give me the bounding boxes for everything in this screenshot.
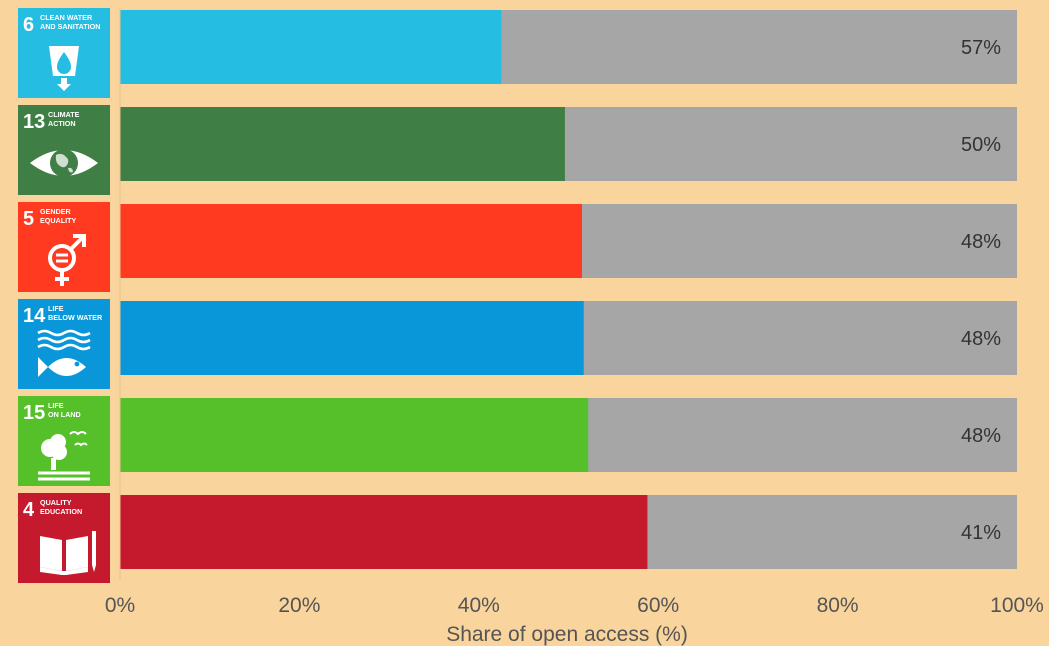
sdg-number: 15 xyxy=(23,402,45,424)
sdg-title-line: AND SANITATION xyxy=(40,22,100,31)
x-axis-title: Share of open access (%) xyxy=(446,623,688,646)
bar-value-label: 50% xyxy=(961,134,1001,156)
bar-colored-segment xyxy=(120,301,584,375)
sdg-title-line: ON LAND xyxy=(48,410,81,419)
sdg-title-line: LIFE xyxy=(48,401,64,410)
book-pencil-icon xyxy=(40,531,96,575)
sdg-title-line: CLIMATE xyxy=(48,110,80,119)
sdg-title-line: LIFE xyxy=(48,304,64,313)
sdg-number: 5 xyxy=(23,208,34,230)
sdg-title-line: BELOW WATER xyxy=(48,313,103,322)
bar-colored-segment xyxy=(120,107,565,181)
x-tick-label: 0% xyxy=(105,594,135,617)
sdg-number: 13 xyxy=(23,111,45,133)
water-drop-icon xyxy=(49,46,79,91)
bar-colored-segment xyxy=(120,495,648,569)
bar-value-label: 41% xyxy=(961,522,1001,544)
bar-colored-segment xyxy=(120,204,582,278)
eye-globe-icon xyxy=(30,149,98,177)
x-axis: 0% 20% 40% 60% 80% 100% xyxy=(105,8,1044,617)
gender-equality-icon xyxy=(48,234,86,286)
fish-waves-icon xyxy=(37,329,91,377)
sdg-title-line: ACTION xyxy=(48,119,76,128)
bar-value-label: 48% xyxy=(961,328,1001,350)
sdg-title-line: CLEAN WATER xyxy=(40,13,93,22)
sdg-number: 14 xyxy=(23,305,46,327)
bar-value-label: 48% xyxy=(961,425,1001,447)
x-tick-label: 40% xyxy=(458,594,500,617)
bar-value-label: 48% xyxy=(961,231,1001,253)
sdg-title-line: QUALITY xyxy=(40,498,72,507)
x-tick-label: 20% xyxy=(278,594,320,617)
sdg-number: 6 xyxy=(23,14,34,36)
bar-colored-segment xyxy=(120,398,589,472)
tree-birds-icon xyxy=(38,431,90,481)
bar-colored-segment xyxy=(120,10,502,84)
x-tick-label: 100% xyxy=(990,594,1044,617)
sdg-number: 4 xyxy=(23,499,35,521)
sdg-title-line: EDUCATION xyxy=(40,507,82,516)
sdg-title-line: EQUALITY xyxy=(40,216,77,225)
x-tick-label: 60% xyxy=(637,594,679,617)
bar-value-label: 57% xyxy=(961,37,1001,59)
x-tick-label: 80% xyxy=(817,594,859,617)
sdg-title-line: GENDER xyxy=(40,207,72,216)
